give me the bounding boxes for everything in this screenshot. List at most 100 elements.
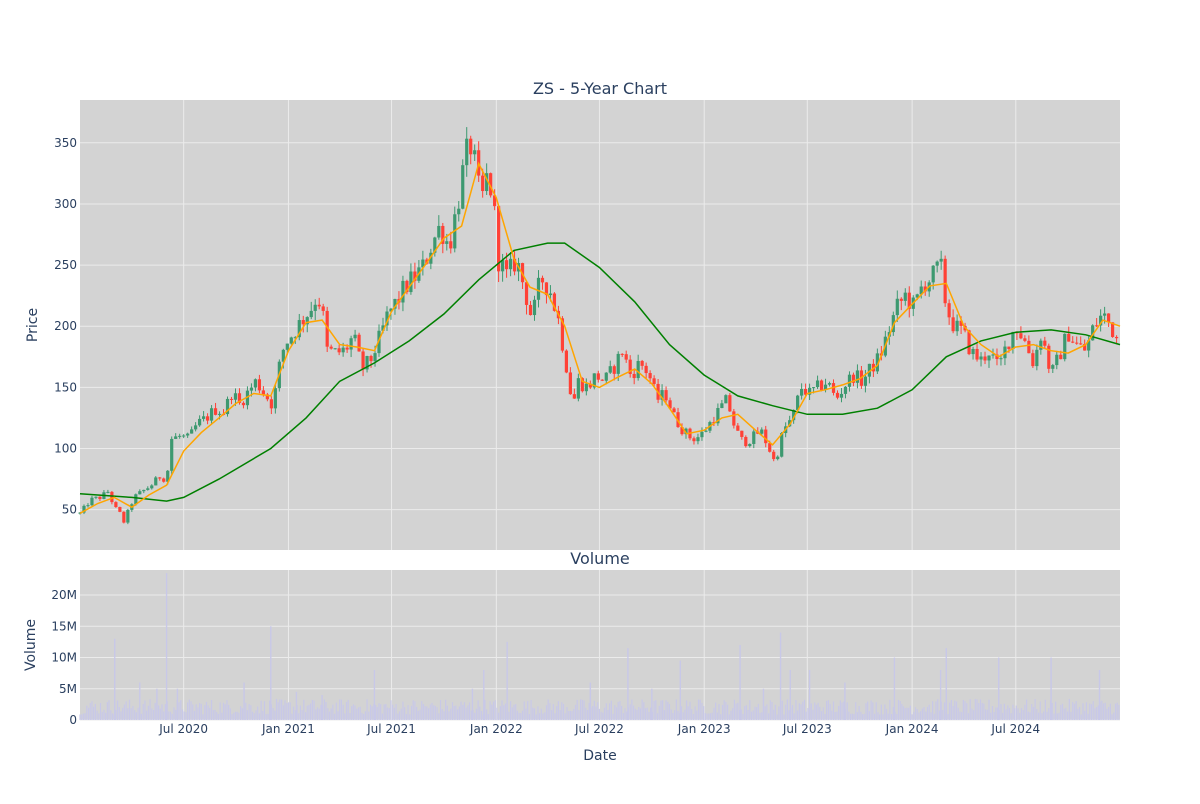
volume-bar — [1101, 700, 1103, 720]
price-candle-body — [233, 393, 238, 400]
price-candle-body — [469, 138, 473, 155]
volume-bar — [518, 712, 520, 720]
price-candle-body — [281, 349, 285, 362]
volume-bar — [1087, 713, 1089, 720]
volume-bar — [366, 699, 368, 720]
volume-bar — [750, 711, 753, 720]
volume-bar — [732, 708, 734, 720]
volume-bar — [802, 701, 804, 720]
price-candle-body — [1071, 341, 1075, 343]
volume-bar — [400, 708, 402, 720]
price-candle-body — [1035, 349, 1039, 367]
volume-bar — [767, 713, 770, 720]
volume-bar — [374, 704, 377, 720]
volume-bar — [1014, 708, 1016, 720]
volume-bar — [1104, 702, 1106, 720]
volume-bar — [692, 714, 695, 720]
volume-bar — [426, 706, 428, 720]
price-candle-body — [241, 402, 246, 406]
volume-bar — [1116, 702, 1118, 720]
volume-bar — [858, 705, 860, 720]
volume-bar — [79, 714, 81, 720]
volume-bar — [1073, 703, 1076, 720]
volume-spike-bar — [651, 688, 653, 720]
volume-bar — [417, 710, 419, 720]
price-candle-body — [508, 258, 513, 270]
price-candle-body — [381, 325, 385, 331]
volume-bar — [530, 700, 532, 720]
volume-bar — [262, 710, 264, 720]
price-candle-body — [345, 347, 349, 350]
volume-bar — [231, 714, 233, 720]
price-candle-body — [788, 420, 792, 427]
volume-bar — [214, 709, 216, 720]
price-candle-body — [748, 443, 752, 447]
volume-bar — [282, 705, 284, 720]
volume-spike-bar — [679, 660, 682, 720]
price-candle-body — [441, 225, 445, 244]
price-candle-body — [134, 494, 138, 505]
volume-bar — [928, 704, 930, 720]
volume-bar — [217, 713, 220, 720]
volume-bar — [274, 710, 276, 720]
volume-bar — [320, 704, 322, 720]
volume-bar — [337, 711, 339, 720]
volume-bar — [253, 713, 255, 720]
volume-bar — [788, 710, 790, 720]
volume-bar — [733, 699, 736, 720]
price-candle-body — [1067, 333, 1071, 342]
volume-bar — [906, 707, 908, 720]
volume-bar — [843, 701, 845, 720]
volume-bar — [540, 708, 542, 720]
volume-bar — [135, 712, 137, 720]
volume-bar — [932, 701, 934, 720]
price-candle-body — [991, 354, 995, 356]
volume-bar — [889, 699, 891, 720]
price-candle-body — [584, 383, 588, 392]
volume-y-tick-label: 0 — [69, 713, 77, 727]
volume-bar — [134, 710, 136, 720]
volume-bar — [1000, 704, 1002, 720]
volume-bar — [585, 707, 587, 720]
volume-bar — [383, 704, 385, 720]
volume-bar — [308, 704, 310, 720]
price-candle-body — [385, 311, 389, 326]
volume-bar — [1070, 711, 1072, 720]
volume-bar — [983, 703, 985, 720]
volume-bar — [344, 713, 346, 720]
volume-bar — [962, 699, 964, 720]
volume-bar — [571, 711, 573, 720]
price-candle-body — [329, 346, 333, 349]
price-candle-body — [596, 373, 600, 380]
volume-bar — [564, 713, 566, 720]
price-candle-body — [979, 356, 983, 360]
price-candle-body — [1110, 322, 1115, 337]
price-candle-body — [1055, 354, 1059, 366]
volume-bar — [1041, 713, 1043, 720]
volume-bar — [832, 701, 835, 720]
volume-bar — [267, 713, 269, 720]
volume-bar — [407, 705, 409, 720]
volume-bar — [943, 702, 946, 720]
volume-spike-bar — [139, 682, 141, 720]
volume-bar — [938, 710, 941, 720]
volume-bar — [550, 710, 553, 720]
volume-bar — [342, 704, 344, 720]
volume-bar — [1114, 703, 1117, 720]
price-candle-body — [995, 354, 999, 360]
price-candle-body — [612, 366, 616, 374]
price-candle-body — [1063, 333, 1067, 360]
volume-bar — [1111, 714, 1113, 720]
price-candle-body — [341, 347, 345, 353]
volume-bar — [691, 708, 693, 720]
price-candle-body — [293, 337, 297, 339]
volume-bar — [192, 704, 194, 720]
price-candle-body — [536, 277, 541, 300]
price-candle-body — [138, 491, 142, 495]
volume-spike-bar — [176, 688, 179, 720]
price-candle-body — [349, 338, 353, 350]
volume-bar — [791, 705, 794, 720]
volume-bar — [257, 706, 259, 720]
volume-bar — [1032, 706, 1035, 720]
